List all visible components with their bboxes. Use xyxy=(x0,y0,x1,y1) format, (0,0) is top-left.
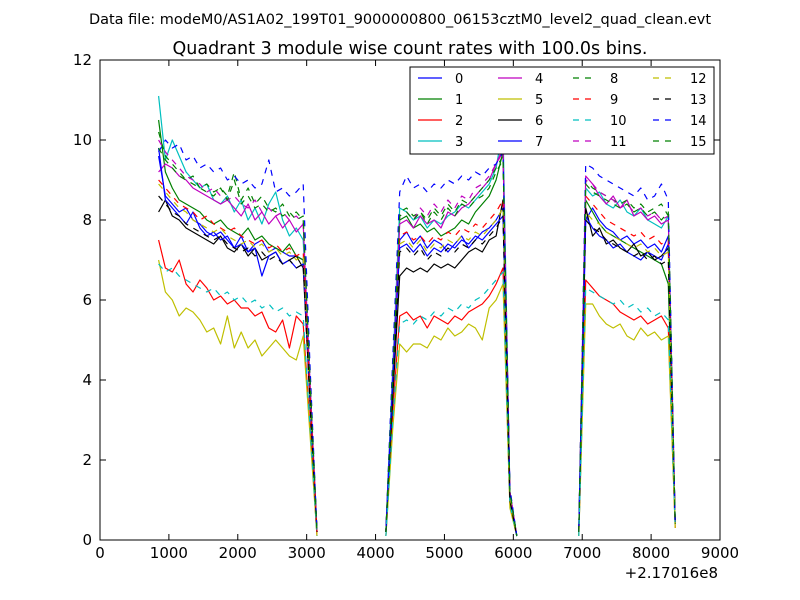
legend-label-9: 9 xyxy=(610,93,618,108)
series-13-line-3 xyxy=(578,219,676,533)
series-5-line-1 xyxy=(158,259,318,537)
series-11-line-1 xyxy=(158,139,318,533)
x-tick-label: 3000 xyxy=(288,544,326,562)
plot-frame xyxy=(99,59,721,541)
series-10-line-1 xyxy=(158,263,318,537)
y-tick-label: 2 xyxy=(82,451,92,469)
legend-frame xyxy=(409,66,715,155)
series-1-line-3 xyxy=(578,199,676,533)
series-3-line-1 xyxy=(158,95,318,533)
series-2-line-2 xyxy=(385,267,518,537)
series-0-line-3 xyxy=(578,207,676,533)
y-tick-label: 6 xyxy=(82,291,92,309)
legend-label-1: 1 xyxy=(455,93,463,108)
y-tick-label: 10 xyxy=(73,131,92,149)
series-13-line-1 xyxy=(158,195,318,533)
x-tick-label: 8000 xyxy=(632,544,670,562)
legend-label-3: 3 xyxy=(455,135,463,150)
series-5-line-3 xyxy=(578,303,676,537)
legend-label-5: 5 xyxy=(535,93,543,108)
series-14-line-2 xyxy=(385,151,518,537)
x-tick-label: 5000 xyxy=(425,544,463,562)
series-6-line-3 xyxy=(578,207,676,533)
series-0-line-2 xyxy=(385,207,518,537)
series-8-line-3 xyxy=(578,179,676,533)
legend-label-6: 6 xyxy=(535,114,543,129)
series-2-line-3 xyxy=(578,279,676,537)
series-9-line-3 xyxy=(578,195,676,533)
series-15-line-2 xyxy=(385,159,518,537)
series-3-line-3 xyxy=(578,187,676,533)
series-9-line-1 xyxy=(158,179,318,533)
legend-label-11: 11 xyxy=(610,135,627,150)
series-1-line-1 xyxy=(158,119,318,533)
legend-label-14: 14 xyxy=(690,114,707,129)
legend-label-13: 13 xyxy=(690,93,707,108)
x-tick-label: 7000 xyxy=(563,544,601,562)
series-12-line-3 xyxy=(578,211,676,533)
y-tick-label: 0 xyxy=(82,531,92,549)
x-tick-label: 9000 xyxy=(701,544,739,562)
series-6-line-2 xyxy=(385,199,518,537)
legend-label-4: 4 xyxy=(535,72,543,87)
series-14-line-1 xyxy=(158,139,318,533)
y-tick-label: 8 xyxy=(82,211,92,229)
series-6-line-1 xyxy=(158,199,318,533)
series-4-line-2 xyxy=(385,147,518,537)
series-10-line-3 xyxy=(578,287,676,537)
series-13-line-2 xyxy=(385,215,518,537)
series-11-line-3 xyxy=(578,179,676,533)
legend-label-12: 12 xyxy=(690,72,707,87)
chart-title: Quadrant 3 module wise count rates with … xyxy=(173,39,648,59)
series-1-line-2 xyxy=(385,151,518,537)
legend-label-10: 10 xyxy=(610,114,627,129)
x-tick-label: 0 xyxy=(95,544,105,562)
legend-label-8: 8 xyxy=(610,72,618,87)
y-tick-label: 4 xyxy=(82,371,92,389)
legend-label-0: 0 xyxy=(455,72,463,87)
series-12-line-1 xyxy=(158,183,318,533)
x-tick-label: 6000 xyxy=(494,544,532,562)
series-0-line-1 xyxy=(158,155,318,533)
series-5-line-2 xyxy=(385,283,518,537)
series-11-line-2 xyxy=(385,151,518,537)
x-offset-label: +2.17016e8 xyxy=(625,564,718,582)
series-4-line-3 xyxy=(578,175,676,533)
x-tick-label: 2000 xyxy=(219,544,257,562)
series-9-line-2 xyxy=(385,199,518,537)
legend-label-7: 7 xyxy=(535,135,543,150)
series-10-line-2 xyxy=(385,271,518,537)
x-tick-label: 4000 xyxy=(356,544,394,562)
y-tick-label: 12 xyxy=(73,51,92,69)
data-file-caption: Data file: modeM0/AS1A02_199T01_90000008… xyxy=(89,12,711,28)
legend-label-15: 15 xyxy=(690,135,707,150)
series-12-line-2 xyxy=(385,207,518,537)
series-15-line-1 xyxy=(158,147,318,533)
x-tick-label: 1000 xyxy=(150,544,188,562)
series-15-line-3 xyxy=(578,183,676,533)
series-layer xyxy=(158,95,676,537)
series-2-line-1 xyxy=(158,239,318,537)
tick-layer: 0 1000 2000 3000 4000 5000 6000 7000 8000 9000 0 2 4… xyxy=(73,51,739,562)
legend-label-2: 2 xyxy=(455,114,463,129)
series-7-line-2 xyxy=(385,215,518,537)
series-8-line-2 xyxy=(385,155,518,537)
